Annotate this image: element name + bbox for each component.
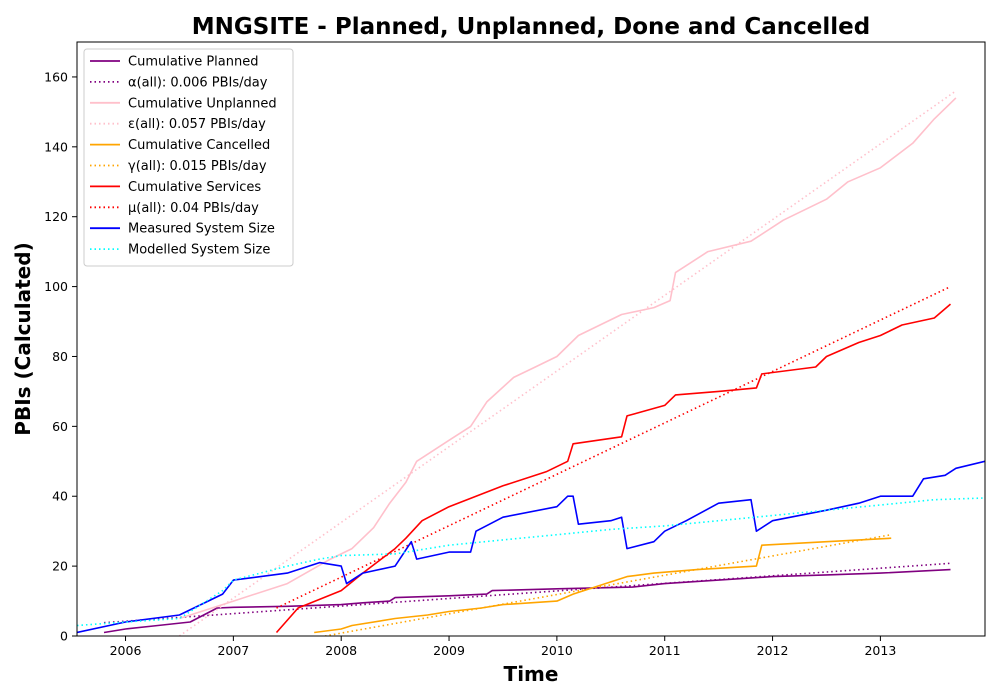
y-tick-label: 100 xyxy=(44,279,68,294)
y-tick-label: 0 xyxy=(60,629,68,644)
series-line-cumulative-services xyxy=(275,303,952,634)
x-tick-label: 2011 xyxy=(649,643,681,658)
plot-marks xyxy=(77,90,985,636)
legend-label-all-0-04-pbis-day: μ(all): 0.04 PBIs/day xyxy=(128,201,259,216)
x-axis-title: Time xyxy=(504,662,559,686)
legend-label-cumulative-cancelled: Cumulative Cancelled xyxy=(128,138,270,153)
chart-title: MNGSITE - Planned, Unplanned, Done and C… xyxy=(192,14,870,40)
x-tick-label: 2008 xyxy=(325,643,357,658)
legend-box xyxy=(83,48,294,267)
plot-frame xyxy=(76,41,986,637)
legend-label-cumulative-planned: Cumulative Planned xyxy=(128,55,258,70)
x-tick-label: 2010 xyxy=(541,643,573,658)
series-line-modelled-system-size xyxy=(77,497,985,627)
legend-label-cumulative-services: Cumulative Services xyxy=(128,180,261,195)
x-tick-label: 2006 xyxy=(110,643,142,658)
series-line-cumulative-cancelled xyxy=(314,537,892,634)
series-line-all-0-015-pbis-day xyxy=(324,533,892,636)
x-tick-label: 2007 xyxy=(217,643,249,658)
y-tick-label: 40 xyxy=(52,489,68,504)
series-line-all-0-04-pbis-day xyxy=(276,285,951,609)
legend-label-modelled-system-size: Modelled System Size xyxy=(128,243,270,258)
legend-label-all-0-006-pbis-day: α(all): 0.006 PBIs/day xyxy=(128,75,268,90)
series-line-all-0-057-pbis-day xyxy=(178,90,957,636)
series-line-cumulative-unplanned xyxy=(179,97,957,620)
series-line-measured-system-size xyxy=(77,460,985,634)
legend-label-cumulative-unplanned: Cumulative Unplanned xyxy=(128,96,277,111)
y-tick-label: 20 xyxy=(52,559,68,574)
y-axis-title: PBIs (Calculated) xyxy=(11,242,35,435)
legend-label-measured-system-size: Measured System Size xyxy=(128,222,275,237)
series-line-all-0-006-pbis-day xyxy=(103,562,951,624)
y-tick-label: 120 xyxy=(44,209,68,224)
tick-layer: 2006 2007 2008 2009 2010 2011 2012 2013 0 20 40 60 8… xyxy=(44,69,896,658)
x-tick-label: 2013 xyxy=(864,643,896,658)
y-tick-label: 140 xyxy=(44,139,68,154)
y-tick-label: 80 xyxy=(52,349,68,364)
legend-label-all-0-015-pbis-day: γ(all): 0.015 PBIs/day xyxy=(128,159,267,174)
legend-label-all-0-057-pbis-day: ε(all): 0.057 PBIs/day xyxy=(128,117,266,132)
legend: Cumulative Planned α(all): 0.006 PBIs/day… xyxy=(83,48,294,267)
y-tick-label: 60 xyxy=(52,419,68,434)
y-tick-label: 160 xyxy=(44,69,68,84)
x-tick-label: 2009 xyxy=(433,643,465,658)
x-tick-label: 2012 xyxy=(757,643,789,658)
